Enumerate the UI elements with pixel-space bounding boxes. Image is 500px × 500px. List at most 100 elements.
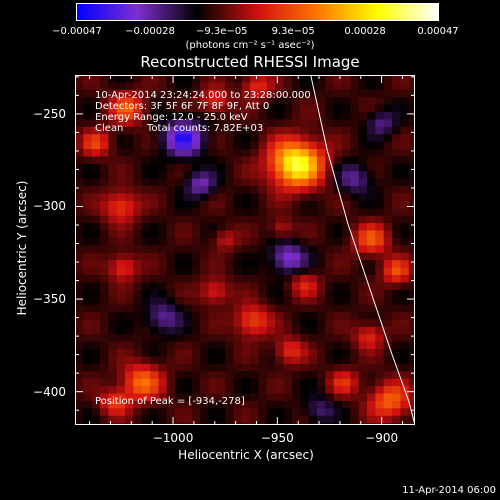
heatmap-cell (400, 252, 410, 261)
heatmap-cell (141, 104, 151, 113)
heatmap-cell (191, 156, 201, 165)
heatmap-cell (125, 334, 135, 343)
heatmap-cell (141, 297, 151, 306)
heatmap-cell (83, 378, 93, 387)
heatmap-cell (216, 297, 226, 306)
heatmap-cell (341, 141, 351, 150)
heatmap-cell (275, 312, 285, 321)
y-axis-label: Heliocentric Y (arcsec) (15, 180, 29, 316)
heatmap-cell (133, 163, 143, 172)
heatmap-cell (75, 312, 84, 321)
heatmap-cell (308, 149, 318, 158)
heatmap-cell (75, 400, 84, 409)
heatmap-cell (208, 408, 218, 417)
heatmap-cell (367, 371, 376, 380)
heatmap-cell (241, 304, 251, 313)
heatmap-cell (175, 200, 185, 209)
heatmap-cell (108, 371, 118, 380)
heatmap-cell (225, 208, 235, 217)
heatmap-cell (216, 237, 226, 246)
heatmap-cell (216, 119, 226, 128)
heatmap-cell (241, 378, 251, 387)
heatmap-cell (291, 341, 301, 350)
heatmap-cell (175, 104, 185, 113)
heatmap-cell (316, 215, 326, 224)
heatmap-cell (283, 393, 293, 402)
heatmap-cell (358, 319, 368, 328)
heatmap-cell (308, 171, 318, 180)
heatmap-cell (183, 312, 193, 321)
heatmap-cell (408, 104, 415, 113)
heatmap-cell (141, 215, 151, 224)
heatmap-cell (316, 408, 326, 417)
heatmap-cell (100, 378, 109, 387)
heatmap-cell (141, 326, 151, 335)
heatmap-cell (383, 237, 393, 246)
heatmap-cell (375, 208, 385, 217)
heatmap-cell (308, 134, 318, 143)
heatmap-cell (200, 223, 210, 232)
heatmap-cell (283, 289, 293, 298)
heatmap-cell (100, 319, 109, 328)
heatmap-cell (175, 171, 185, 180)
heatmap-cell (233, 408, 243, 417)
heatmap-cell (150, 193, 160, 202)
heatmap-cell (116, 312, 126, 321)
heatmap-cell (241, 312, 251, 321)
heatmap-cell (225, 104, 235, 113)
heatmap-cell (216, 386, 226, 395)
heatmap-cell (283, 223, 293, 232)
heatmap-cell (83, 193, 93, 202)
heatmap-cell (308, 97, 318, 106)
heatmap-cell (75, 245, 84, 254)
heatmap-cell (392, 163, 401, 172)
heatmap-cell (133, 400, 143, 409)
heatmap-cell (91, 230, 101, 239)
heatmap-cell (166, 304, 176, 313)
heatmap-cell (116, 326, 126, 335)
heatmap-cell (241, 275, 251, 284)
heatmap-cell (133, 112, 143, 121)
heatmap-cell (158, 408, 168, 417)
heatmap-cell (308, 104, 318, 113)
heatmap-cell (75, 97, 84, 106)
heatmap-cell (333, 334, 343, 343)
heatmap-cell (133, 126, 143, 135)
heatmap-cell (341, 186, 351, 195)
heatmap-cell (200, 393, 210, 402)
heatmap-cell (133, 208, 143, 217)
heatmap-cell (233, 156, 243, 165)
heatmap-cell (216, 312, 226, 321)
heatmap-cell (175, 334, 185, 343)
heatmap-cell (383, 408, 393, 417)
heatmap-cell (400, 275, 410, 284)
heatmap-cell (291, 312, 301, 321)
heatmap-cell (258, 230, 268, 239)
heatmap-cell (367, 245, 376, 254)
heatmap-cell (250, 112, 260, 121)
heatmap-cell (183, 223, 193, 232)
heatmap-cell (141, 230, 151, 239)
heatmap-cell (125, 275, 135, 284)
heatmap-cell (191, 193, 201, 202)
heatmap-cell (375, 275, 385, 284)
heatmap-cell (300, 223, 310, 232)
heatmap-cell (183, 126, 193, 135)
heatmap-cell (408, 363, 415, 372)
heatmap-cell (250, 89, 260, 98)
heatmap-cell (266, 297, 276, 306)
heatmap-cell (408, 312, 415, 321)
heatmap-cell (241, 89, 251, 98)
heatmap-cell (358, 75, 368, 84)
heatmap-cell (158, 363, 168, 372)
heatmap-cell (367, 230, 376, 239)
heatmap-cell (150, 252, 160, 261)
heatmap-cell (83, 400, 93, 409)
heatmap-cell (233, 82, 243, 91)
heatmap-cell (225, 230, 235, 239)
heatmap-cell (383, 393, 393, 402)
heatmap-cell (283, 171, 293, 180)
heatmap-cell (316, 371, 326, 380)
heatmap-cell (341, 75, 351, 84)
heatmap-cell (175, 267, 185, 276)
